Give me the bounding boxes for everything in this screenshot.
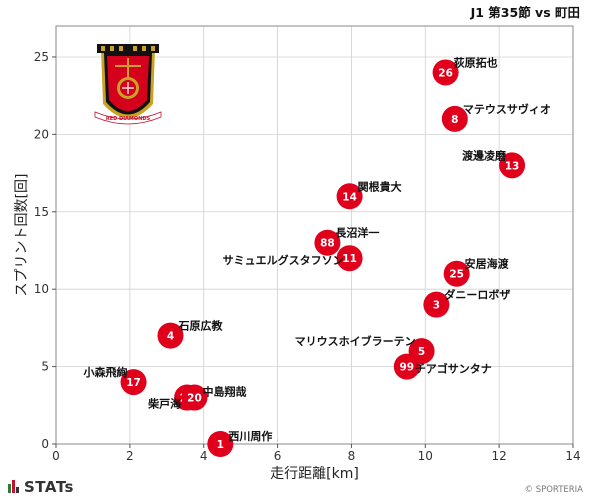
point-number: 88 [320, 238, 335, 250]
footer-brand: STATs [24, 478, 74, 496]
point-label: 安居海渡 [465, 257, 510, 271]
x-tick-label: 2 [126, 449, 134, 463]
y-tick-label: 20 [34, 127, 49, 141]
point-label: 渡邊凌磨 [462, 148, 507, 162]
x-axis-title: 走行距離[km] [270, 465, 359, 482]
y-tick-label: 25 [34, 50, 49, 64]
y-tick-label: 10 [34, 282, 49, 296]
point-marker [336, 183, 363, 210]
club-crest-icon: RED DIAMONDS [94, 44, 162, 125]
data-point: 20 中島翔哉 [181, 384, 246, 411]
point-label: マリウスホイブラーテン [295, 334, 416, 348]
point-number: 8 [451, 114, 458, 126]
point-number: 13 [505, 160, 520, 172]
data-point: 8 マテウスサヴィオ [441, 102, 551, 132]
grid-lines [55, 26, 574, 445]
data-point: 1 西川周作 [207, 429, 272, 457]
footer-copyright: © SPORTERIA [525, 485, 584, 495]
point-number: 25 [449, 269, 464, 281]
point-marker [181, 384, 208, 411]
point-label: ダニーロボザ [444, 288, 510, 302]
point-marker [441, 105, 468, 132]
y-tick-label: 15 [34, 205, 49, 219]
point-label: 西川周作 [228, 429, 272, 443]
x-tick-label: 4 [200, 449, 208, 463]
match-subtitle: J1 第35節 vs 町田 [470, 5, 580, 20]
point-label: チアゴサンタナ [415, 362, 492, 376]
y-tick-label: 0 [41, 437, 49, 451]
x-tick-label: 6 [274, 449, 282, 463]
point-number: 99 [400, 362, 415, 374]
x-tick-label: 10 [418, 449, 433, 463]
point-label: 関根貴大 [358, 179, 402, 193]
point-number: 5 [418, 346, 425, 358]
point-number: 20 [187, 393, 202, 405]
point-marker [499, 152, 526, 179]
point-marker [314, 229, 341, 256]
point-marker [423, 291, 450, 318]
point-label: 中島翔哉 [202, 385, 246, 399]
point-marker [336, 245, 363, 272]
point-label: サミュエルグスタフソン [223, 253, 344, 267]
point-label: 石原広教 [177, 319, 223, 333]
point-number: 11 [342, 253, 357, 265]
point-label: 荻原拓也 [454, 55, 498, 69]
data-point: 99 チアゴサンタナ [393, 353, 492, 380]
stats-logo-icon [8, 480, 19, 493]
data-points: 26荻原拓也8マテウスサヴィオ13渡邊凌磨14関根貴大88長沼洋一11サミュエル… [83, 55, 551, 457]
x-tick-label: 0 [52, 449, 60, 463]
point-marker [120, 369, 147, 396]
point-label: 小森飛絢 [83, 365, 128, 379]
x-tick-label: 12 [492, 449, 507, 463]
point-marker [157, 322, 184, 349]
point-label: マテウスサヴィオ [463, 102, 551, 116]
point-number: 3 [433, 300, 440, 312]
plot-frame [55, 25, 574, 445]
point-number: 26 [438, 67, 453, 79]
point-label: 柴戸海 [147, 397, 181, 411]
crest-label: RED DIAMONDS [106, 116, 151, 122]
x-tick-label: 8 [348, 449, 356, 463]
point-marker [432, 59, 459, 86]
y-tick-label: 5 [41, 360, 49, 374]
point-number: 4 [167, 331, 174, 343]
y-axis-title: スプリント回数[回] [14, 174, 30, 297]
point-number: 1 [217, 439, 224, 451]
data-point: 3 ダニーロボザ [423, 288, 510, 318]
point-marker [393, 353, 420, 380]
point-marker [443, 260, 470, 287]
point-number: 14 [342, 191, 357, 203]
point-marker [207, 431, 234, 457]
point-label: 長沼洋一 [335, 226, 379, 240]
x-tick-label: 14 [565, 449, 580, 463]
point-number: 17 [126, 377, 141, 389]
